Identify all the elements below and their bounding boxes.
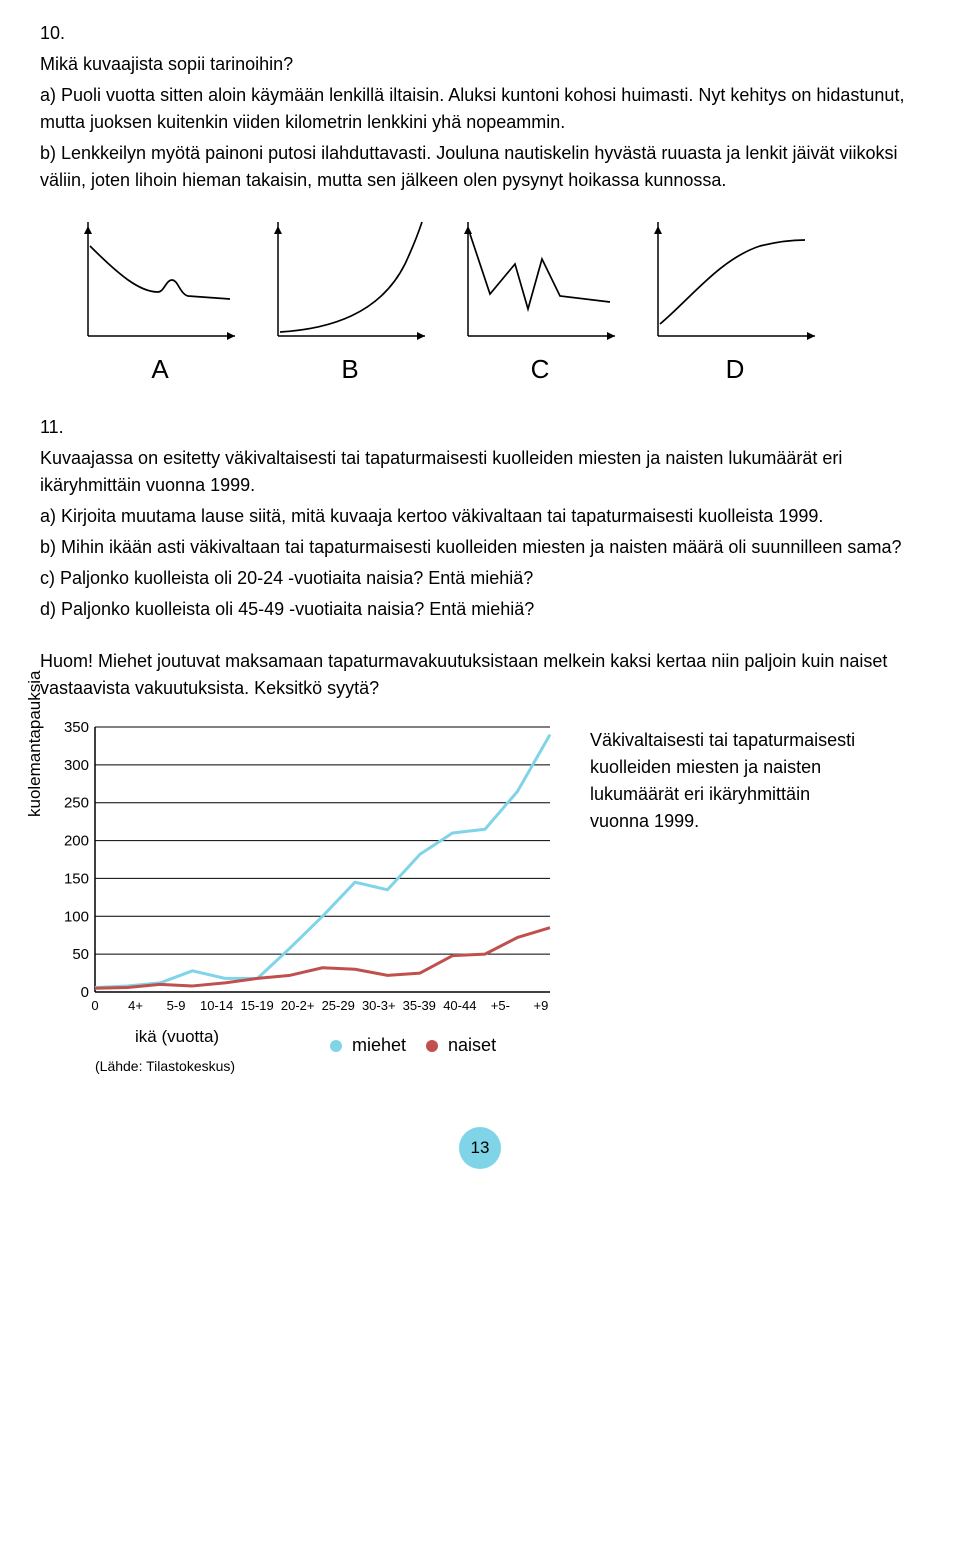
q11-c: c) Paljonko kuolleista oli 20-24 -vuotia… <box>40 565 920 592</box>
q11-b: b) Mihin ikään asti väkivaltaan tai tapa… <box>40 534 920 561</box>
y-axis-title: kuolemantapauksia <box>22 671 48 817</box>
curve-b <box>280 222 422 332</box>
q11-a-text: a) Kirjoita muutama lause siitä, mitä ku… <box>40 506 823 526</box>
curve-a <box>90 246 230 299</box>
legend-naiset: naiset <box>426 1032 496 1059</box>
mini-graph-c: C <box>460 214 620 389</box>
legend: miehet naiset <box>330 1032 496 1059</box>
q11-d: d) Paljonko kuolleista oli 45-49 -vuotia… <box>40 596 920 623</box>
graph-label-b: B <box>270 350 430 389</box>
svg-text:50: 50 <box>72 946 89 963</box>
line-chart: 0 50 100 150 200 250 300 350 0 4+ 5-9 10-14 15-19 20-… <box>40 717 560 1017</box>
q10-b: b) Lenkkeilyn myötä painoni putosi ilahd… <box>40 140 920 194</box>
legend-dot-miehet <box>330 1040 342 1052</box>
chart-container: kuolemantapauksia 0501001502002503003500… <box>40 717 920 1017</box>
page-number: 13 <box>459 1127 501 1169</box>
svg-text:4+: 4+ <box>128 998 143 1013</box>
svg-text:350: 350 <box>64 719 89 736</box>
mini-graphs-row: A B C <box>80 214 920 389</box>
q10-title: Mikä kuvaajista sopii tarinoihin? <box>40 51 920 78</box>
q11-a: a) Kirjoita muutama lause siitä, mitä ku… <box>40 503 920 530</box>
svg-text:25-29: 25-29 <box>322 998 355 1013</box>
chart-caption: Väkivaltaisesti tai tapaturmaisesti kuol… <box>560 717 860 835</box>
legend-label-miehet: miehet <box>352 1032 406 1059</box>
svg-text:150: 150 <box>64 870 89 887</box>
legend-miehet: miehet <box>330 1032 406 1059</box>
svg-text:250: 250 <box>64 795 89 812</box>
chart-source: (Lähde: Tilastokeskus) <box>95 1056 235 1077</box>
graph-label-d: D <box>650 350 820 389</box>
svg-text:20-2+: 20-2+ <box>281 998 315 1013</box>
mini-graph-a: A <box>80 214 240 389</box>
svg-text:35-39: 35-39 <box>403 998 436 1013</box>
curve-c <box>470 234 610 309</box>
mini-graph-d: D <box>650 214 820 389</box>
q10-number: 10. <box>40 20 920 47</box>
question-10: 10. Mikä kuvaajista sopii tarinoihin? a)… <box>40 20 920 389</box>
q11-number: 11. <box>40 414 920 441</box>
q10-a: a) Puoli vuotta sitten aloin käymään len… <box>40 82 920 136</box>
svg-text:0: 0 <box>81 984 89 1001</box>
svg-text:100: 100 <box>64 908 89 925</box>
svg-text:200: 200 <box>64 833 89 850</box>
graph-label-a: A <box>80 350 240 389</box>
mini-graph-d-svg <box>650 214 820 344</box>
svg-text:+5-: +5- <box>491 998 510 1013</box>
question-11: 11. Kuvaajassa on esitetty väkivaltaises… <box>40 414 920 623</box>
mini-graph-c-svg <box>460 214 620 344</box>
legend-dot-naiset <box>426 1040 438 1052</box>
mini-graph-b-svg <box>270 214 430 344</box>
svg-text:10-14: 10-14 <box>200 998 233 1013</box>
svg-text:300: 300 <box>64 757 89 774</box>
svg-text:+9: +9 <box>533 998 548 1013</box>
q11-note: Huom! Miehet joutuvat maksamaan tapaturm… <box>40 648 920 702</box>
graph-label-c: C <box>460 350 620 389</box>
svg-text:5-9: 5-9 <box>167 998 186 1013</box>
svg-text:15-19: 15-19 <box>241 998 274 1013</box>
chart-box: kuolemantapauksia 0501001502002503003500… <box>40 717 560 1017</box>
svg-text:0: 0 <box>91 998 98 1013</box>
x-axis-title: ikä (vuotta) <box>135 1024 219 1050</box>
legend-label-naiset: naiset <box>448 1032 496 1059</box>
mini-graph-b: B <box>270 214 430 389</box>
q11-b-text: b) Mihin ikään asti väkivaltaan tai tapa… <box>40 537 901 557</box>
curve-d <box>660 240 805 324</box>
q11-intro: Kuvaajassa on esitetty väkivaltaisesti t… <box>40 445 920 499</box>
svg-text:40-44: 40-44 <box>443 998 476 1013</box>
mini-graph-a-svg <box>80 214 240 344</box>
svg-text:30-3+: 30-3+ <box>362 998 396 1013</box>
